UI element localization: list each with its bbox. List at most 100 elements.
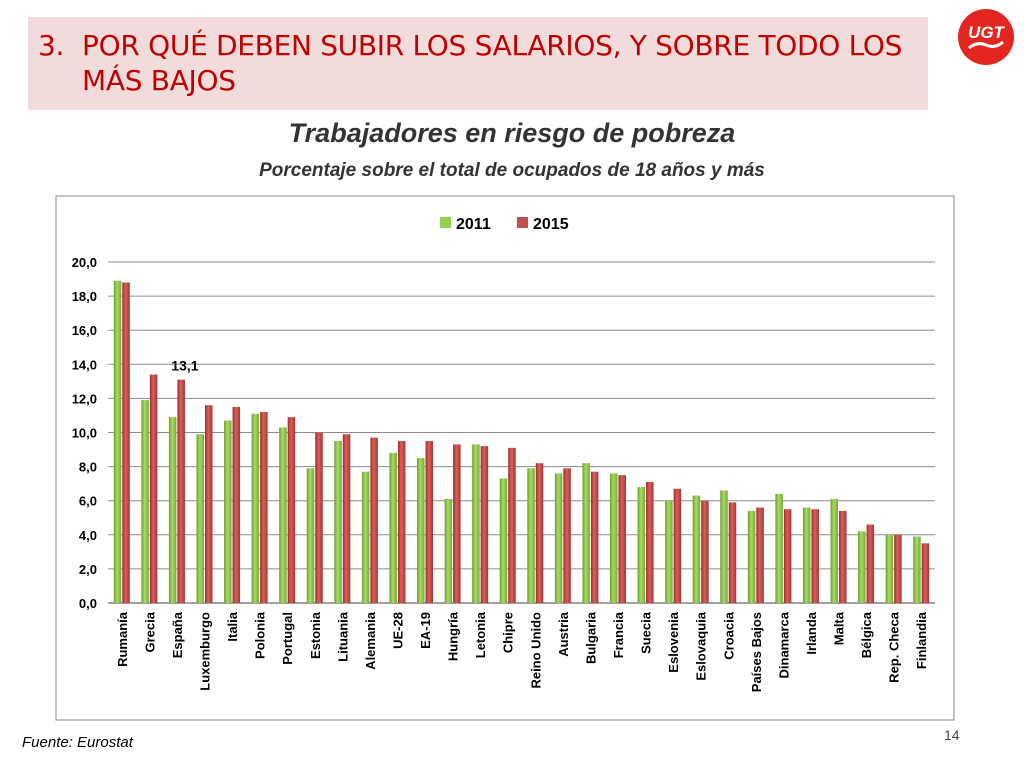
y-tick-label: 14,0 — [72, 357, 97, 372]
x-tick-labels: Rumanía Grecia España Luxemburgo Italia Polon… — [115, 611, 929, 692]
bar-2015 — [480, 446, 489, 603]
x-tick-label: Alemania — [363, 611, 378, 670]
bar-2011 — [802, 507, 811, 603]
x-tick-label: UE-28 — [390, 612, 405, 649]
bar-2015 — [260, 412, 268, 603]
x-tick-label: Malta — [832, 611, 847, 645]
y-tick-label: 6,0 — [79, 494, 97, 509]
chart-subtitle: Porcentaje sobre el total de ocupados de… — [259, 160, 765, 181]
x-tick-label: EA-19 — [418, 612, 433, 649]
bar-2011 — [444, 498, 453, 603]
bar-2011 — [251, 413, 260, 603]
x-tick-label: Reino Unido — [528, 612, 543, 689]
bar-2015 — [590, 471, 599, 603]
bar-2011 — [720, 490, 728, 603]
x-tick-label: Finlandia — [914, 611, 929, 669]
x-tick-label: Rep. Checa — [887, 611, 902, 683]
x-tick-label: Bulgaria — [583, 611, 598, 664]
x-tick-label: Letonia — [473, 611, 488, 658]
bar-2015 — [646, 481, 654, 603]
x-tick-label: Dinamarca — [776, 611, 791, 678]
legend-label-2015: 2015 — [533, 216, 569, 233]
bar-2015 — [177, 379, 185, 603]
chart-title: Trabajadores en riesgo de pobreza — [288, 118, 736, 148]
legend-swatch-2015 — [517, 217, 528, 228]
y-tick-label: 12,0 — [72, 391, 97, 406]
source-note: Fuente: Eurostat — [22, 734, 133, 751]
bar-2011 — [582, 463, 590, 603]
bar-2015 — [535, 463, 544, 603]
bar-2015 — [894, 534, 902, 603]
x-tick-label: Eslovenia — [666, 611, 681, 672]
bar-2011 — [389, 452, 397, 603]
x-tick-label: Hungría — [446, 611, 461, 661]
bar-2011 — [499, 478, 508, 603]
bar-2015 — [425, 441, 434, 603]
bar-2015 — [370, 437, 378, 603]
y-tick-labels: 0,0 2,0 4,0 6,0 8,0 10,0 12,0 14,0 16,0 18,0 20,0 — [72, 255, 97, 611]
bar-2011 — [168, 417, 177, 603]
x-tick-label: Bélgica — [859, 611, 874, 658]
bar-2011 — [472, 444, 480, 603]
bar-2011 — [113, 280, 122, 603]
bar-2015 — [149, 374, 158, 603]
title-line-1: POR QUÉ DEBEN SUBIR LOS SALARIOS, Y SOBR… — [82, 29, 903, 62]
x-tick-label: Luxemburgo — [197, 612, 212, 691]
y-tick-label: 0,0 — [79, 596, 97, 611]
bar-2015 — [315, 432, 323, 603]
x-tick-label: Croacia — [721, 611, 736, 659]
bar-2015 — [673, 488, 682, 603]
bar-2015 — [508, 447, 516, 603]
bar-2011 — [306, 468, 315, 603]
bar-2011 — [224, 420, 232, 603]
x-tick-label: Grecia — [142, 611, 157, 652]
bar-2015 — [287, 417, 296, 603]
x-tick-label: Eslovaquia — [694, 611, 709, 680]
title-line-2: MÁS BAJOS — [82, 64, 236, 97]
legend: 2011 2015 — [440, 216, 569, 233]
y-tick-label: 10,0 — [72, 426, 97, 441]
bar-2015 — [122, 282, 130, 603]
x-tick-label: Irlanda — [804, 611, 819, 654]
logo-circle — [958, 9, 1014, 65]
bar-2011 — [830, 498, 839, 603]
bar-2015 — [453, 444, 461, 603]
y-tick-label: 2,0 — [79, 562, 97, 577]
legend-label-2011: 2011 — [456, 216, 491, 233]
bar-2015 — [839, 510, 847, 603]
gridlines — [108, 261, 935, 604]
bar-2015 — [342, 434, 351, 603]
bar-2015 — [783, 509, 792, 603]
annotations: 13,1 — [171, 358, 198, 374]
bar-2011 — [334, 441, 342, 603]
x-tick-label: Rumanía — [115, 611, 130, 667]
logo-hands-shape — [968, 40, 1004, 50]
x-tick-label: Lituania — [335, 611, 350, 662]
y-tick-label: 18,0 — [72, 289, 97, 304]
data-label: 13,1 — [171, 358, 198, 374]
x-tick-label: Austria — [556, 611, 571, 657]
bar-2011 — [692, 495, 701, 603]
bar-2011 — [747, 510, 756, 603]
bar-2015 — [866, 524, 875, 603]
bar-2011 — [361, 471, 370, 603]
y-tick-label: 4,0 — [79, 528, 97, 543]
ugt-logo: UGT — [958, 9, 1014, 65]
bar-2011 — [665, 500, 673, 603]
bar-2011 — [527, 468, 535, 603]
x-tick-label: España — [170, 611, 185, 658]
x-tick-label: Chipre — [501, 612, 516, 653]
x-tick-label: Portugal — [280, 612, 295, 665]
y-tick-label: 16,0 — [72, 323, 97, 338]
bar-2011 — [885, 534, 894, 603]
bar-2011 — [279, 427, 287, 603]
bar-2015 — [397, 441, 406, 603]
slide-title: 3. POR QUÉ DEBEN SUBIR LOS SALARIOS, Y SO… — [38, 28, 918, 98]
x-tick-label: Países Bajos — [749, 612, 764, 692]
bar-2011 — [858, 531, 866, 603]
bar-2011 — [417, 458, 425, 603]
title-banner — [28, 17, 928, 110]
bar-2015 — [232, 406, 241, 603]
x-tick-label: Estonia — [308, 611, 323, 659]
